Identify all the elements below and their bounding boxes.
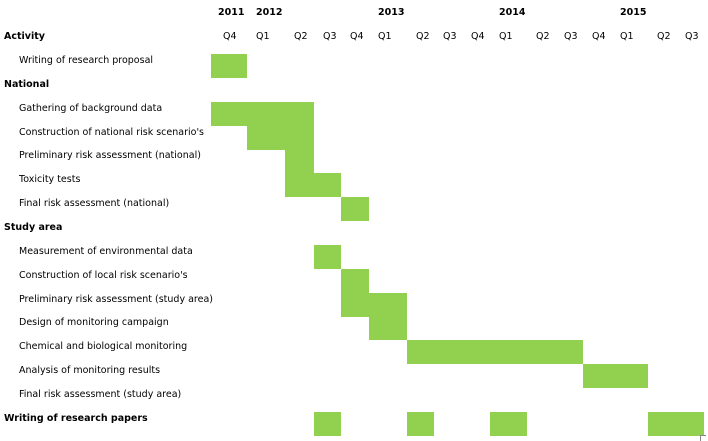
gantt-bar: [369, 316, 407, 340]
year-label: 2011: [218, 7, 245, 18]
year-label: 2012: [256, 7, 283, 18]
task-label: Final risk assessment (national): [19, 198, 170, 209]
gantt-bar: [211, 102, 247, 126]
quarter-label: Q4: [592, 31, 606, 42]
gantt-bar: [247, 102, 285, 126]
task-label: Construction of national risk scenario's: [19, 127, 204, 138]
quarter-label: Q2: [657, 31, 671, 42]
task-label: Writing of research proposal: [19, 55, 154, 66]
quarter-label: Q3: [443, 31, 457, 42]
gantt-bar: [648, 412, 676, 436]
gantt-bar: [611, 364, 648, 388]
quarter-label: Q1: [378, 31, 392, 42]
quarter-label: Q2: [416, 31, 430, 42]
group-label: National: [4, 79, 50, 90]
gantt-bar: [314, 245, 341, 269]
gantt-bar: [407, 340, 434, 364]
gantt-bar: [211, 54, 247, 78]
gantt-bar: [314, 412, 341, 436]
gantt-bar: [555, 340, 583, 364]
gantt-bar: [369, 293, 407, 317]
gantt-bar: [341, 293, 369, 317]
gantt-bar: [490, 412, 527, 436]
group-label: Writing of research papers: [4, 413, 148, 424]
quarter-label: Q1: [499, 31, 513, 42]
quarter-label: Q4: [223, 31, 237, 42]
gantt-bar: [314, 173, 341, 197]
quarter-label: Q3: [685, 31, 699, 42]
gantt-bar: [462, 340, 490, 364]
gantt-bar: [285, 149, 314, 173]
quarter-label: Q2: [536, 31, 550, 42]
gantt-bar: [247, 126, 285, 150]
quarter-label: Q3: [564, 31, 578, 42]
gantt-bar: [341, 269, 369, 293]
group-label: Study area: [4, 222, 63, 233]
quarter-label: Q1: [256, 31, 270, 42]
gantt-bar: [490, 340, 527, 364]
quarter-label: Q4: [471, 31, 485, 42]
gantt-bar: [285, 173, 314, 197]
year-label: 2015: [620, 7, 647, 18]
resize-handle-icon[interactable]: [700, 435, 706, 441]
task-label: Final risk assessment (study area): [19, 389, 182, 400]
task-label: Measurement of environmental data: [19, 246, 193, 257]
gantt-bar: [676, 412, 704, 436]
task-label: Design of monitoring campaign: [19, 317, 169, 328]
quarter-label: Q1: [620, 31, 634, 42]
gantt-bar: [285, 102, 314, 126]
task-label: Chemical and biological monitoring: [19, 341, 188, 352]
gantt-bar: [527, 340, 555, 364]
task-label: Gathering of background data: [19, 103, 163, 114]
gantt-bar: [285, 126, 314, 150]
quarter-label: Q2: [294, 31, 308, 42]
activity-header: Activity: [4, 31, 45, 42]
quarter-label: Q4: [350, 31, 364, 42]
gantt-bar: [583, 364, 611, 388]
task-label: Analysis of monitoring results: [19, 365, 161, 376]
gantt-bar: [407, 412, 434, 436]
quarter-label: Q3: [323, 31, 337, 42]
gantt-bar: [341, 197, 369, 221]
task-label: Preliminary risk assessment (study area): [19, 294, 213, 305]
task-label: Preliminary risk assessment (national): [19, 150, 201, 161]
task-label: Construction of local risk scenario's: [19, 270, 188, 281]
task-label: Toxicity tests: [19, 174, 81, 185]
year-label: 2014: [499, 7, 526, 18]
year-label: 2013: [378, 7, 405, 18]
gantt-bar: [434, 340, 462, 364]
